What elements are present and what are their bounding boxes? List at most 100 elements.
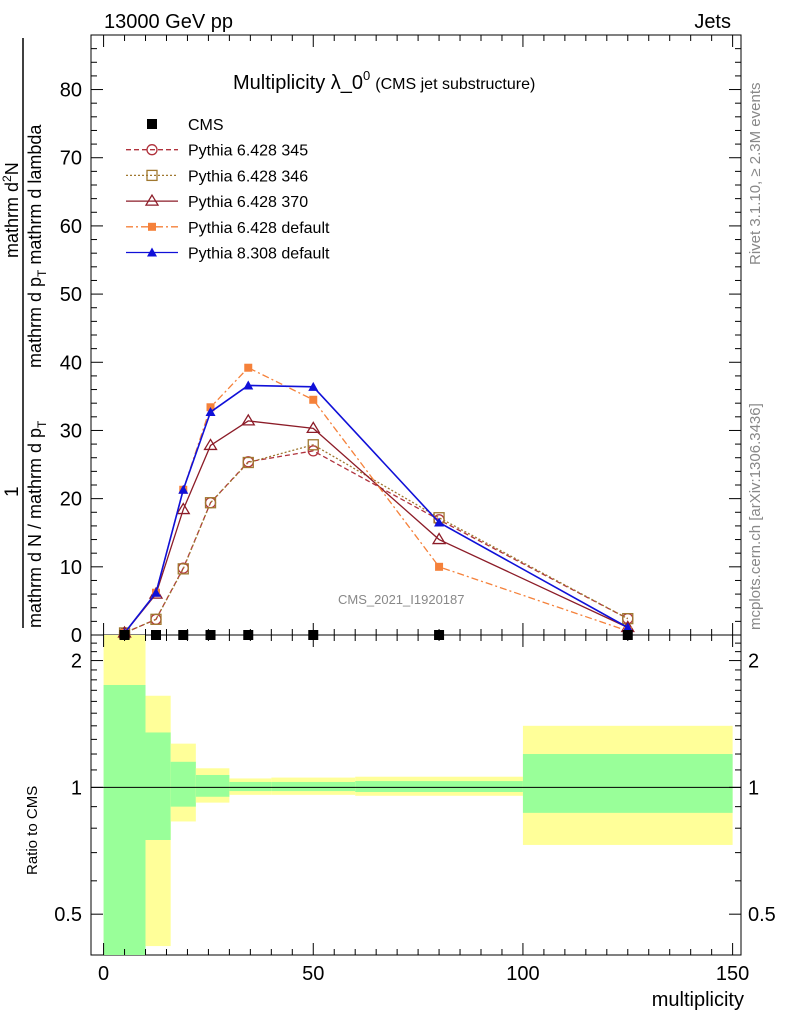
ratio-band-inner — [103, 684, 146, 955]
ratio-band-inner — [170, 761, 196, 807]
y-tick-label: 20 — [60, 489, 82, 511]
y-tick-label: 30 — [60, 420, 82, 442]
data-point-cms — [178, 630, 189, 640]
legend-label-p6def: Pythia 6.428 default — [188, 220, 330, 237]
legend-label-p345: Pythia 6.428 345 — [188, 143, 308, 160]
data-point-p346 — [242, 456, 254, 469]
series-cms — [119, 630, 633, 640]
legend-marker-p346 — [146, 169, 158, 182]
data-point-p8def — [308, 381, 319, 391]
data-point-cms — [622, 630, 633, 640]
header-energy: 13000 GeV pp — [104, 11, 233, 33]
y-tick-label: 10 — [60, 557, 82, 579]
data-point-p6def — [309, 395, 318, 404]
ratio-tick-label-left: 1 — [71, 777, 82, 799]
header-category: Jets — [694, 11, 731, 33]
data-point-cms — [308, 630, 319, 640]
y-axis-label: 1 mathrm d N / mathrm d pT mathrm d2N ma… — [0, 38, 49, 628]
ratio-band-inner — [229, 781, 272, 792]
legend-label-p370: Pythia 6.428 370 — [188, 194, 308, 211]
legend-item-p8def: Pythia 8.308 default — [126, 246, 330, 263]
plot-title: Multiplicity λ_00 (CMS jet substructure) — [233, 68, 535, 94]
data-point-p6def — [244, 363, 253, 372]
x-tick-label: 150 — [716, 963, 749, 985]
x-tick-label: 50 — [302, 963, 324, 985]
data-point-p346 — [307, 439, 319, 451]
x-tick-label: 100 — [506, 963, 539, 985]
plot-title-main: Multiplicity λ_0 — [233, 72, 363, 94]
data-point-p8def — [622, 622, 633, 632]
legend-item-cms: CMS — [147, 117, 224, 134]
y-tick-label: 40 — [60, 352, 82, 374]
legend-item-p345: Pythia 6.428 345 — [126, 143, 308, 160]
series-line-p6def — [124, 366, 628, 634]
axes-ticks: 0 50 100 150 0 10 20 30 40 50 60 70 80 0.5 0.5 1 1 2 2 — [54, 34, 776, 985]
y-label-one: 1 — [2, 486, 23, 497]
y-tick-label: 60 — [60, 216, 82, 238]
series-p346 — [118, 439, 634, 639]
data-point-p8def — [151, 587, 161, 597]
ratio-band-inner — [355, 781, 523, 793]
data-point-cms — [434, 630, 445, 640]
legend-marker-p345 — [146, 144, 158, 156]
plot-title-sub: (CMS jet substructure) — [375, 76, 535, 93]
legend-marker-cms — [147, 119, 157, 129]
x-axis-label: multiplicity — [652, 989, 744, 1011]
analysis-watermark: CMS_2021_I1920187 — [338, 592, 465, 607]
data-point-p370 — [306, 421, 321, 434]
data-point-cms — [243, 630, 254, 640]
data-point-p370 — [241, 413, 256, 426]
mcplots-credit-label: mcplots.cern.ch [arXiv:1306.3436] — [747, 403, 764, 630]
y-tick-label: 70 — [60, 148, 82, 170]
ratio-band-inner — [145, 732, 171, 841]
legend-item-p6def: Pythia 6.428 default — [126, 220, 330, 237]
legend-label-cms: CMS — [188, 117, 224, 134]
ratio-band-inner — [522, 754, 733, 813]
plot-title-sup: 0 — [363, 68, 370, 83]
series-line-p370 — [124, 420, 629, 634]
ratio-tick-label-right: 1 — [748, 777, 759, 799]
legend-item-p370: Pythia 6.428 370 — [126, 193, 308, 211]
data-point-p346 — [150, 613, 162, 625]
data-point-cms — [151, 630, 161, 640]
data-point-p6def — [435, 562, 444, 571]
legend-label-p8def: Pythia 8.308 default — [188, 246, 330, 263]
rivet-info-label: Rivet 3.1.10, ≥ 2.3M events — [747, 83, 764, 266]
series-line-p345 — [124, 450, 629, 634]
data-point-p370 — [203, 438, 218, 451]
legend-marker-p8def — [147, 247, 157, 257]
data-point-cms — [119, 630, 130, 640]
data-point-p346 — [177, 563, 189, 575]
data-series — [117, 363, 635, 640]
ratio-uncertainty-bands — [91, 635, 741, 955]
ratio-band-inner — [195, 774, 230, 797]
ratio-band-inner — [271, 781, 356, 792]
legend-label-p346: Pythia 6.428 346 — [188, 168, 308, 185]
y-label-denominator: mathrm d N / mathrm d pT — [25, 420, 49, 628]
y-tick-label: 0 — [71, 625, 82, 647]
legend-marker-p370 — [144, 193, 160, 206]
legend-marker-p6def — [148, 222, 156, 231]
ratio-tick-label-right: 0.5 — [748, 904, 776, 926]
series-p345 — [118, 445, 634, 639]
data-point-p370 — [176, 502, 191, 515]
y-tick-label: 80 — [60, 80, 82, 102]
ratio-tick-label-left: 0.5 — [54, 904, 82, 926]
legend: CMS Pythia 6.428 345 Pythia 6.428 346 Pythi… — [126, 117, 330, 263]
ratio-tick-label-right: 2 — [748, 651, 759, 673]
y-label-numerator-bottom: mathrm d pT mathrm d lambda — [25, 124, 49, 368]
ratio-plot-frame — [90, 634, 742, 956]
data-point-p345 — [307, 445, 319, 457]
data-point-p8def — [243, 380, 254, 390]
ratio-axis-label: Ratio to CMS — [24, 786, 41, 875]
data-point-p8def — [205, 407, 216, 417]
data-point-p8def — [434, 517, 445, 527]
y-label-numerator-top: mathrm d2N — [0, 162, 22, 258]
legend-item-p346: Pythia 6.428 346 — [126, 168, 308, 185]
series-line-p8def — [123, 384, 629, 634]
data-point-p8def — [178, 484, 189, 494]
data-point-cms — [205, 630, 216, 640]
ratio-tick-label-left: 2 — [71, 651, 82, 673]
y-tick-label: 50 — [60, 284, 82, 306]
